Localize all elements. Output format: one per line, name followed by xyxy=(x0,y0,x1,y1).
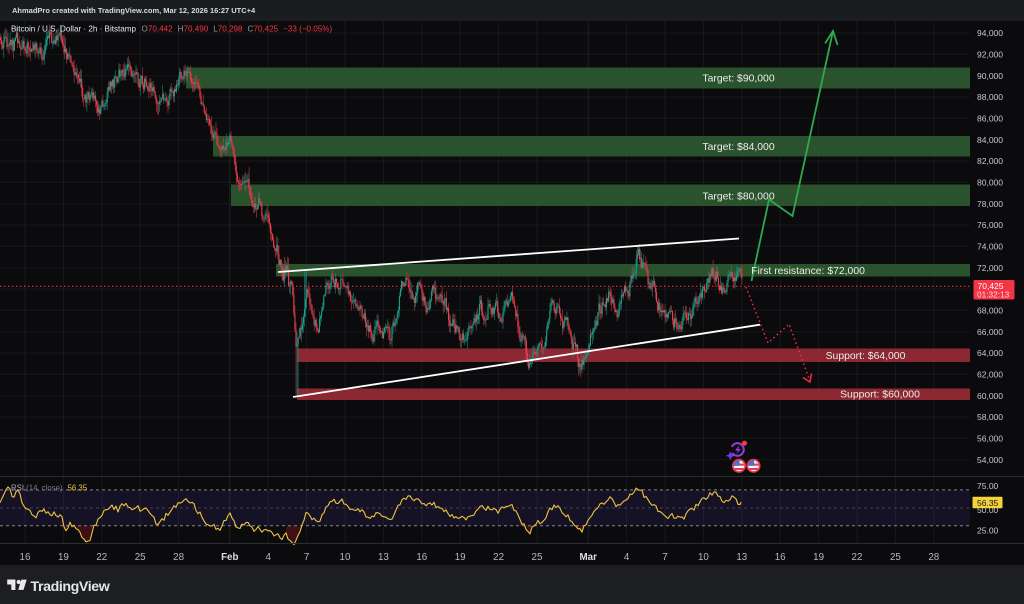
svg-text:19: 19 xyxy=(455,552,466,563)
svg-text:28: 28 xyxy=(928,552,939,563)
svg-text:50.00: 50.00 xyxy=(977,505,999,515)
svg-text:28: 28 xyxy=(173,552,184,563)
svg-text:16: 16 xyxy=(20,552,31,563)
svg-text:86,000: 86,000 xyxy=(977,114,1003,124)
svg-text:Target: $84,000: Target: $84,000 xyxy=(702,142,774,153)
svg-text:25: 25 xyxy=(135,552,146,563)
svg-text:72,000: 72,000 xyxy=(977,263,1003,273)
svg-text:4: 4 xyxy=(624,552,630,563)
svg-text:22: 22 xyxy=(493,552,504,563)
svg-text:Bitcoin / U.S. Dollar · 2h · B: Bitcoin / U.S. Dollar · 2h · Bitstamp O70… xyxy=(11,25,332,34)
svg-text:25: 25 xyxy=(532,552,543,563)
svg-text:10: 10 xyxy=(340,552,351,563)
svg-text:66,000: 66,000 xyxy=(977,327,1003,337)
svg-text:68,000: 68,000 xyxy=(977,306,1003,316)
svg-text:7: 7 xyxy=(662,552,667,563)
svg-text:80,000: 80,000 xyxy=(977,178,1003,188)
svg-text:Feb: Feb xyxy=(221,552,238,563)
svg-text:70,425: 70,425 xyxy=(978,281,1004,291)
svg-text:54,000: 54,000 xyxy=(977,455,1003,465)
svg-text:13: 13 xyxy=(378,552,389,563)
svg-text:Target: $90,000: Target: $90,000 xyxy=(702,74,774,85)
svg-text:88,000: 88,000 xyxy=(977,92,1003,102)
svg-text:75.00: 75.00 xyxy=(977,481,999,491)
svg-text:13: 13 xyxy=(736,552,747,563)
svg-text:10: 10 xyxy=(698,552,709,563)
svg-text:74,000: 74,000 xyxy=(977,242,1003,252)
svg-text:16: 16 xyxy=(416,552,427,563)
svg-text:22: 22 xyxy=(96,552,107,563)
svg-text:22: 22 xyxy=(852,552,863,563)
svg-text:78,000: 78,000 xyxy=(977,199,1003,209)
svg-text:4: 4 xyxy=(265,552,271,563)
svg-text:25.00: 25.00 xyxy=(977,526,999,536)
svg-text:01:32:13: 01:32:13 xyxy=(977,290,1010,300)
svg-text:76,000: 76,000 xyxy=(977,220,1003,230)
svg-text:Support: $60,000: Support: $60,000 xyxy=(840,390,920,401)
svg-text:60,000: 60,000 xyxy=(977,391,1003,401)
svg-text:82,000: 82,000 xyxy=(977,156,1003,166)
svg-text:25: 25 xyxy=(890,552,901,563)
svg-text:58,000: 58,000 xyxy=(977,412,1003,422)
svg-text:92,000: 92,000 xyxy=(977,50,1003,60)
svg-text:First resistance: $72,000: First resistance: $72,000 xyxy=(751,266,865,277)
svg-text:7: 7 xyxy=(304,552,309,563)
svg-text:62,000: 62,000 xyxy=(977,370,1003,380)
svg-text:94,000: 94,000 xyxy=(977,28,1003,38)
svg-text:TradingView: TradingView xyxy=(31,579,111,595)
svg-text:56,000: 56,000 xyxy=(977,434,1003,444)
svg-text:19: 19 xyxy=(813,552,824,563)
svg-text:Mar: Mar xyxy=(579,552,597,563)
svg-text:56.35: 56.35 xyxy=(977,498,999,508)
svg-text:90,000: 90,000 xyxy=(977,71,1003,81)
svg-text:16: 16 xyxy=(775,552,786,563)
svg-text:RSI (14, close)56.35: RSI (14, close) 56.35 xyxy=(11,484,88,493)
svg-text:64,000: 64,000 xyxy=(977,348,1003,358)
svg-text:84,000: 84,000 xyxy=(977,135,1003,145)
svg-text:Support: $64,000: Support: $64,000 xyxy=(826,351,906,362)
svg-text:19: 19 xyxy=(58,552,69,563)
svg-text:Target: $80,000: Target: $80,000 xyxy=(702,191,774,202)
